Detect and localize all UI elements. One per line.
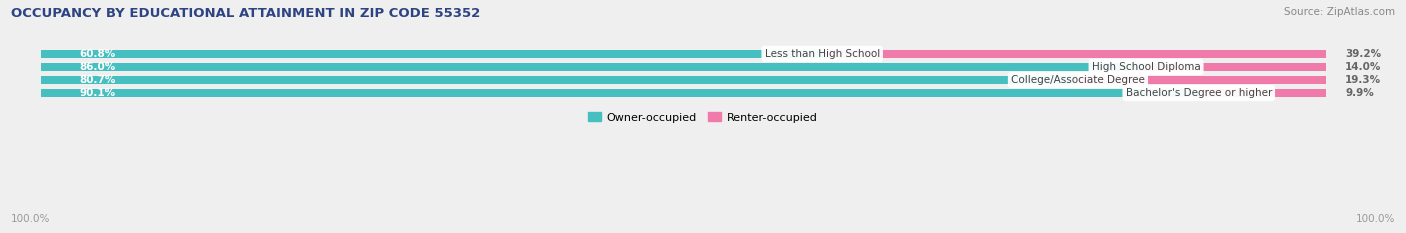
Text: High School Diploma: High School Diploma [1091,62,1201,72]
Text: 9.9%: 9.9% [1346,88,1374,98]
Text: Bachelor's Degree or higher: Bachelor's Degree or higher [1126,88,1272,98]
Bar [41,50,1326,58]
Text: College/Associate Degree: College/Associate Degree [1011,75,1144,85]
Bar [41,89,1326,97]
Bar [41,50,823,58]
Legend: Owner-occupied, Renter-occupied: Owner-occupied, Renter-occupied [583,108,823,127]
Text: 14.0%: 14.0% [1346,62,1382,72]
Bar [41,63,1146,71]
Text: Less than High School: Less than High School [765,49,880,59]
Bar [41,63,1326,71]
Bar [1199,89,1326,97]
Text: 19.3%: 19.3% [1346,75,1382,85]
Bar [41,89,1199,97]
Bar [41,76,1078,84]
Text: 80.7%: 80.7% [79,75,115,85]
Text: OCCUPANCY BY EDUCATIONAL ATTAINMENT IN ZIP CODE 55352: OCCUPANCY BY EDUCATIONAL ATTAINMENT IN Z… [11,7,481,20]
Bar [1146,63,1326,71]
Text: 39.2%: 39.2% [1346,49,1382,59]
Text: 100.0%: 100.0% [1355,214,1395,224]
Text: 90.1%: 90.1% [79,88,115,98]
Bar [823,50,1326,58]
Bar [41,76,1326,84]
Text: Source: ZipAtlas.com: Source: ZipAtlas.com [1284,7,1395,17]
Text: 100.0%: 100.0% [11,214,51,224]
Bar [1078,76,1326,84]
Text: 60.8%: 60.8% [79,49,115,59]
Text: 86.0%: 86.0% [79,62,115,72]
